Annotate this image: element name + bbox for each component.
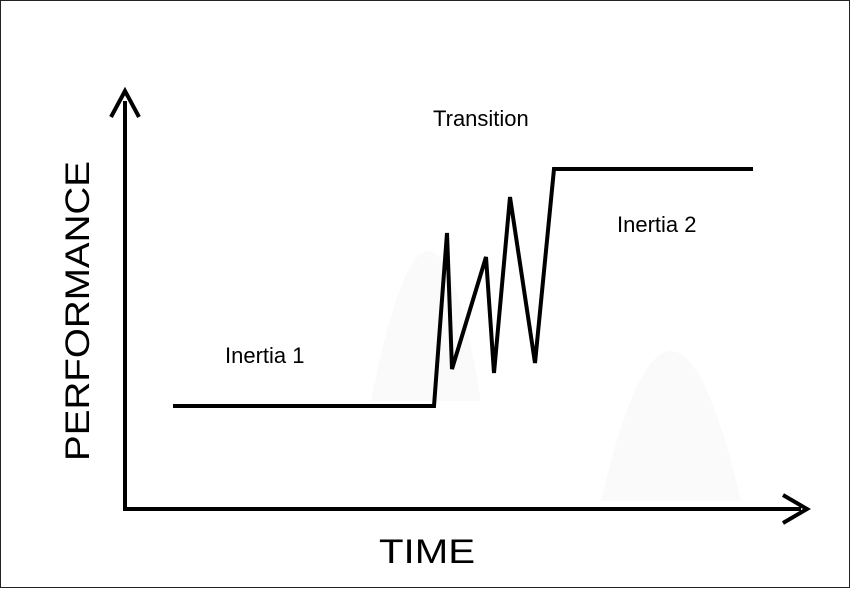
y-axis-arrow-icon <box>109 86 141 118</box>
x-axis-arrow-icon <box>781 493 811 525</box>
y-axis-title: PERFORMANCE <box>59 161 97 461</box>
inertia-1-label: Inertia 1 <box>225 343 305 368</box>
x-axis-title: TIME <box>379 533 475 571</box>
inertia-2-shading <box>601 351 741 501</box>
transition-label: Transition <box>433 106 529 131</box>
performance-curve <box>173 167 753 408</box>
inertia-2-label: Inertia 2 <box>617 212 697 237</box>
